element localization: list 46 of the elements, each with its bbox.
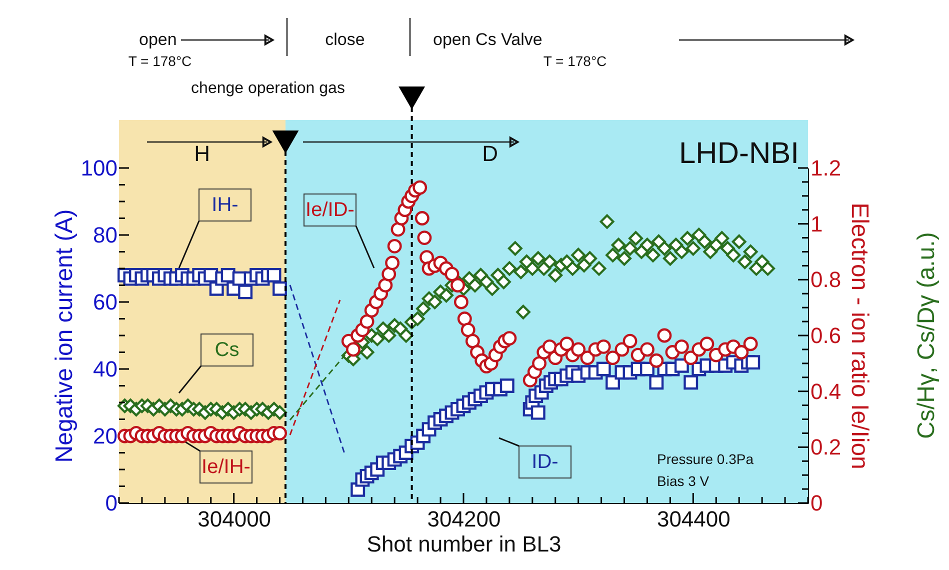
band-label: D [482,141,498,166]
band-label: H [194,141,210,166]
point [649,375,664,390]
annotation: LHD-NBI [678,137,799,170]
ref-line-label: chenge operation gas [191,80,345,97]
x-axis-title: Shot number in BL3 [366,532,562,556]
y2-tick-label: 0.4 [810,378,842,404]
point [596,362,611,376]
series-label: Ie/ID- [306,199,354,221]
point [266,268,282,282]
point [272,281,287,296]
annotation: Bias 3 V [657,473,710,489]
y-tick-label: 60 [93,290,118,314]
y2-tick-label: 1.2 [810,156,842,180]
y-tick-label: 40 [93,356,118,382]
text: T = 178°C [543,53,607,69]
y2-tick-label: 0.6 [810,323,842,348]
text: close [325,30,365,49]
y2-axis-title: Electron - ion ratio Ie/Iion [846,202,874,470]
text: IH- [212,194,238,216]
y-tick-label: 20 [93,424,118,448]
point [746,355,760,370]
y2-tick-label: 1 [810,211,823,236]
x-tick-label: 304200 [427,506,501,532]
point [684,375,698,390]
y2-tick-label: 0.8 [810,267,842,292]
point [500,378,514,393]
text: T = 178°C [128,53,192,69]
point [674,358,689,373]
x-tick-label: 304400 [656,506,730,532]
y3-axis-title: Cs/Hγ, Cs/Dγ (a.u.) [913,232,940,439]
y2-tick-label: 0.2 [810,434,842,460]
y-tick-label: 0 [105,490,118,516]
annotation: Pressure 0.3Pa [657,451,754,467]
y-tick-label: 80 [93,222,118,248]
y2-tick-label: 0 [810,490,823,516]
series-label: Ie/IH- [202,456,250,478]
text: open [139,30,177,49]
y-tick-label: 100 [80,156,118,180]
x-tick-label: 304000 [198,506,272,532]
point [238,284,253,300]
y-axis-title: Negative ion current (A) [50,209,78,463]
text: open Cs Valve [433,30,542,49]
series-label: ID- [532,451,558,473]
point [530,405,546,420]
text: Cs [214,339,240,361]
